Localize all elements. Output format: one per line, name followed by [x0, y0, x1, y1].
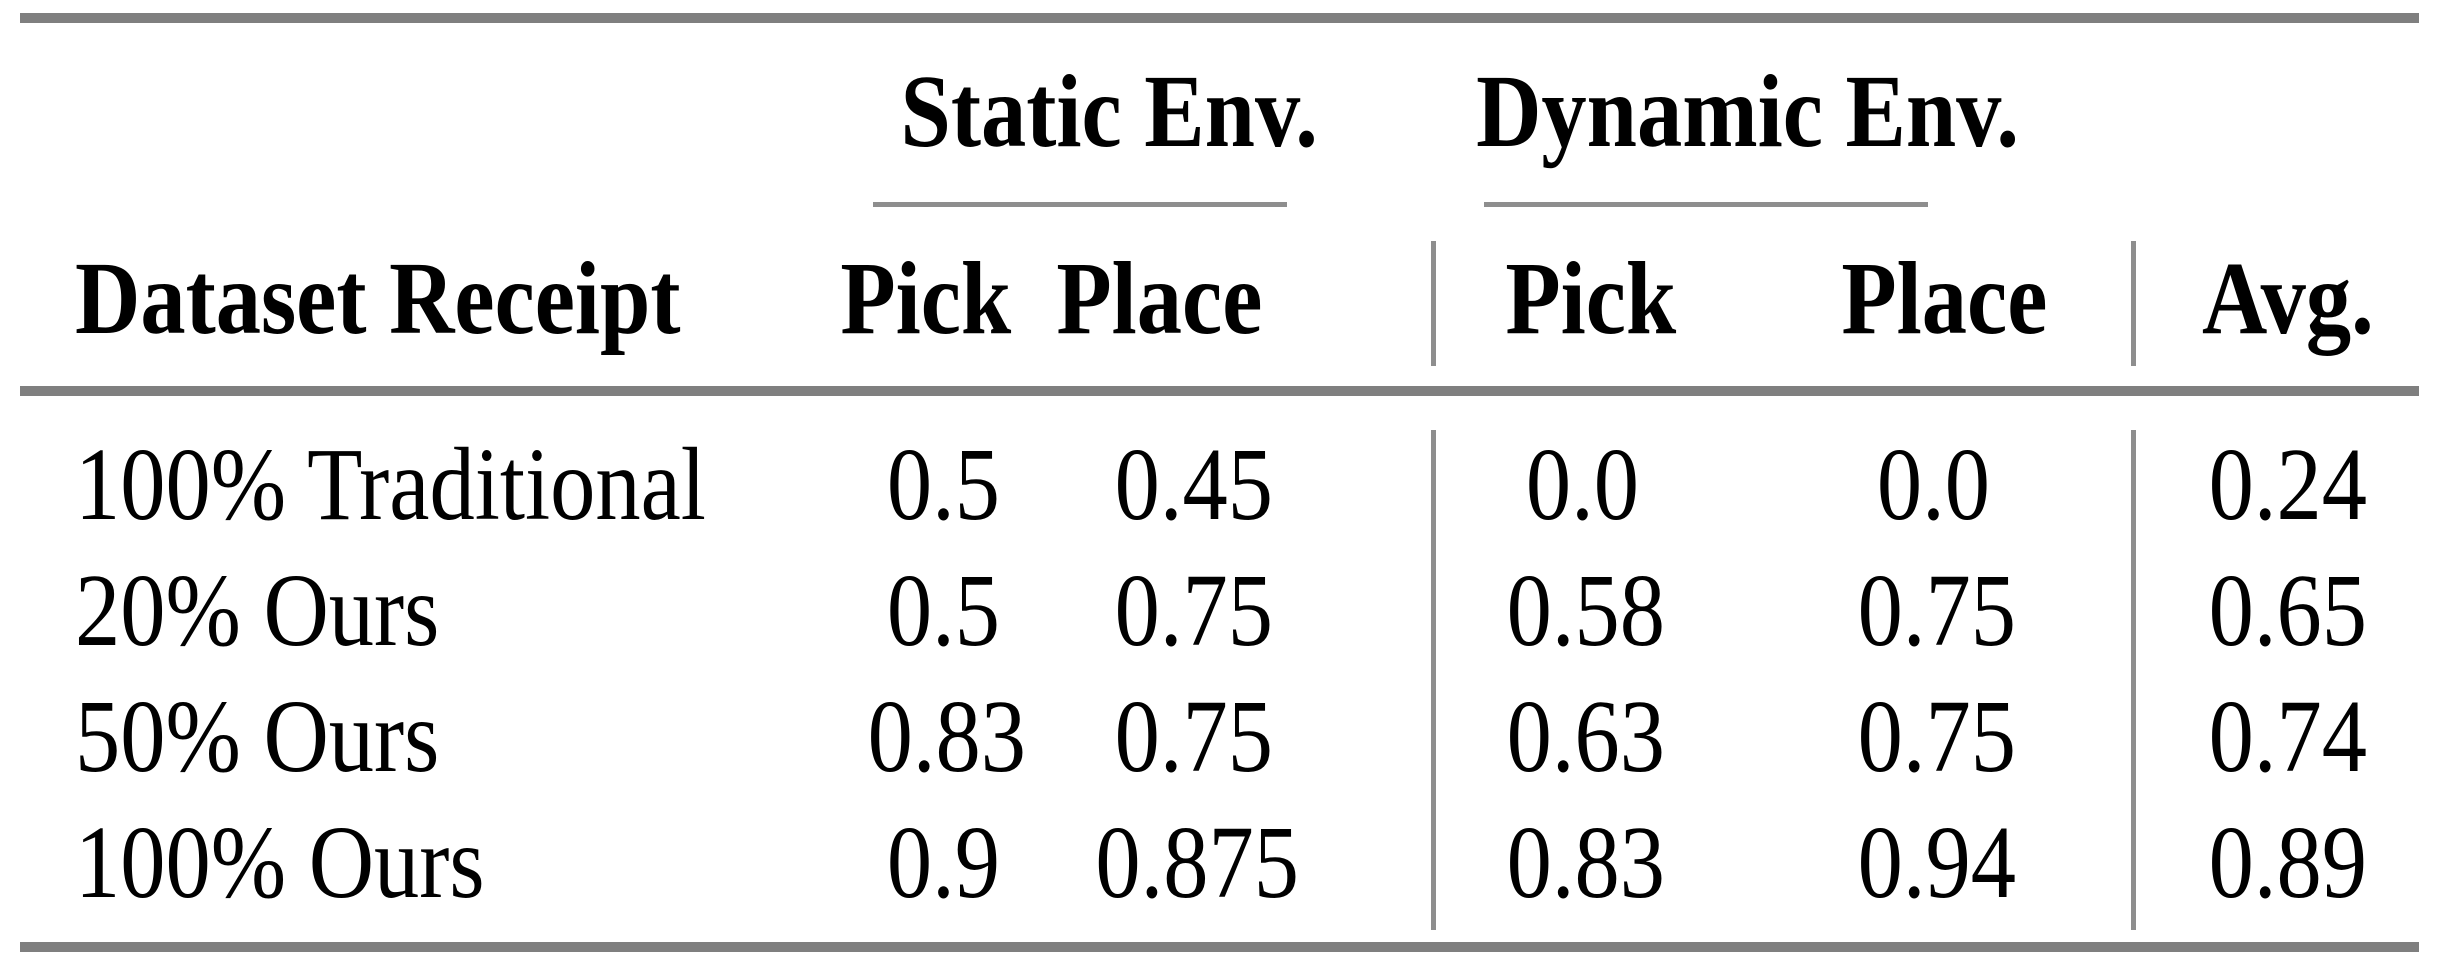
row4-static-pick: 0.9	[886, 805, 1000, 920]
row1-avg: 0.24	[2208, 427, 2367, 542]
divider-static-dynamic-header	[1431, 241, 1436, 366]
row3-static-place: 0.75	[1114, 679, 1273, 794]
group-header-dynamic-env: Dynamic Env.	[1476, 54, 2020, 169]
row1-dynamic-place: 0.0	[1876, 427, 1990, 542]
row2-avg: 0.65	[2208, 553, 2367, 668]
static-env-underline	[873, 202, 1287, 207]
column-header-static-place: Place	[1056, 241, 1263, 356]
divider-dynamic-avg-body	[2131, 430, 2136, 930]
row3-avg: 0.74	[2208, 679, 2367, 794]
table-bottom-rule	[20, 942, 2419, 952]
column-header-avg: Avg.	[2201, 241, 2374, 356]
row2-static-pick: 0.5	[886, 553, 1000, 668]
row3-dynamic-place: 0.75	[1857, 679, 2016, 794]
row1-static-pick: 0.5	[886, 427, 1000, 542]
row3-static-pick: 0.83	[867, 679, 1026, 794]
table-top-rule	[20, 13, 2419, 23]
table-header-rule	[20, 386, 2419, 396]
column-header-dataset-receipt: Dataset Receipt	[75, 241, 681, 356]
row4-static-place: 0.875	[1095, 805, 1299, 920]
divider-static-dynamic-body	[1431, 430, 1436, 930]
column-header-dynamic-pick: Pick	[1505, 241, 1677, 356]
row3-dynamic-pick: 0.63	[1506, 679, 1665, 794]
column-header-dynamic-place: Place	[1841, 241, 2048, 356]
row2-static-place: 0.75	[1114, 553, 1273, 668]
column-header-static-pick: Pick	[840, 241, 1012, 356]
row1-label: 100% Traditional	[75, 427, 706, 542]
row4-dynamic-place: 0.94	[1857, 805, 2016, 920]
row4-avg: 0.89	[2208, 805, 2367, 920]
row2-dynamic-place: 0.75	[1857, 553, 2016, 668]
row4-dynamic-pick: 0.83	[1506, 805, 1665, 920]
row1-static-place: 0.45	[1114, 427, 1273, 542]
row3-label: 50% Ours	[75, 679, 440, 794]
row4-label: 100% Ours	[75, 805, 485, 920]
dynamic-env-underline	[1484, 202, 1928, 207]
row2-dynamic-pick: 0.58	[1506, 553, 1665, 668]
row2-label: 20% Ours	[75, 553, 440, 668]
group-header-static-env: Static Env.	[900, 54, 1318, 169]
divider-dynamic-avg-header	[2131, 241, 2136, 366]
row1-dynamic-pick: 0.0	[1525, 427, 1639, 542]
